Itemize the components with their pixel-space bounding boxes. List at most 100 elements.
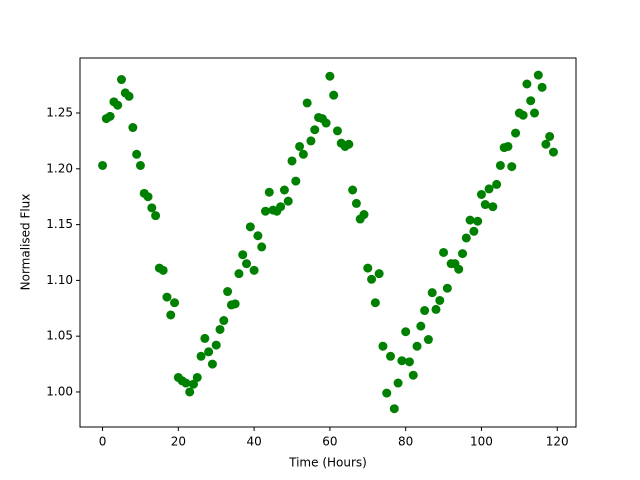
- data-point: [295, 141, 305, 151]
- data-point: [370, 298, 380, 308]
- data-point: [245, 222, 255, 232]
- plot-frame: [79, 57, 577, 428]
- data-point: [404, 357, 414, 367]
- data-point: [158, 265, 168, 275]
- data-point: [427, 288, 437, 298]
- data-point: [223, 287, 233, 297]
- y-axis-label: Normalised Flux: [19, 194, 33, 291]
- data-point: [363, 263, 373, 273]
- data-point: [439, 247, 449, 257]
- x-tick-label: 0: [99, 435, 107, 449]
- y-tick-label: 1.00: [46, 384, 73, 398]
- data-point: [98, 160, 108, 170]
- data-point: [344, 139, 354, 149]
- data-point: [393, 378, 403, 388]
- data-point: [143, 192, 153, 202]
- data-point: [416, 321, 426, 331]
- x-tick-label: 60: [322, 435, 337, 449]
- data-point: [264, 187, 274, 197]
- data-point: [386, 351, 396, 361]
- data-point: [465, 215, 475, 225]
- x-tick-label: 120: [546, 435, 569, 449]
- data-point: [298, 149, 308, 159]
- data-point: [533, 70, 543, 80]
- data-point: [151, 211, 161, 221]
- y-tick-label: 1.15: [46, 217, 73, 231]
- data-point: [435, 295, 445, 305]
- data-point: [200, 333, 210, 343]
- data-point: [351, 198, 361, 208]
- data-point: [302, 98, 312, 108]
- data-point: [166, 310, 176, 320]
- data-point: [442, 283, 452, 293]
- data-point: [401, 327, 411, 337]
- x-tick-label: 100: [470, 435, 493, 449]
- data-point: [473, 216, 483, 226]
- data-point: [507, 162, 517, 172]
- data-point: [204, 347, 214, 357]
- data-point: [219, 316, 229, 326]
- data-point: [359, 210, 369, 220]
- data-point: [234, 269, 244, 279]
- data-point: [518, 110, 528, 120]
- data-point: [215, 324, 225, 334]
- data-point: [476, 189, 486, 199]
- data-point: [495, 160, 505, 170]
- data-point: [185, 387, 195, 397]
- data-point: [530, 108, 540, 118]
- data-point: [135, 160, 145, 170]
- data-point: [276, 202, 286, 212]
- data-point: [367, 274, 377, 284]
- data-point: [321, 118, 331, 128]
- data-point: [397, 356, 407, 366]
- data-point: [488, 202, 498, 212]
- data-point: [548, 147, 558, 157]
- data-point: [382, 388, 392, 398]
- data-point: [389, 404, 399, 414]
- data-point: [325, 71, 335, 81]
- data-point: [162, 292, 172, 302]
- data-point: [408, 370, 418, 380]
- data-point: [374, 269, 384, 279]
- x-axis-label: Time (Hours): [288, 456, 367, 470]
- data-point: [348, 185, 358, 195]
- data-point: [105, 111, 115, 121]
- x-tick-label: 40: [246, 435, 261, 449]
- data-point: [511, 128, 521, 138]
- data-point: [291, 176, 301, 186]
- data-point: [420, 306, 430, 316]
- data-point: [332, 126, 342, 136]
- data-point: [196, 351, 206, 361]
- data-point: [287, 156, 297, 166]
- data-point: [279, 185, 289, 195]
- data-point: [522, 79, 532, 89]
- data-point: [480, 200, 490, 210]
- data-point: [253, 231, 263, 241]
- data-point: [454, 264, 464, 274]
- data-point: [188, 379, 198, 389]
- data-point: [116, 75, 126, 85]
- data-point: [306, 136, 316, 146]
- data-point: [113, 100, 123, 110]
- data-point: [181, 378, 191, 388]
- data-point: [192, 372, 202, 382]
- data-point: [469, 226, 479, 236]
- y-tick-label: 1.05: [46, 329, 73, 343]
- data-point: [242, 259, 252, 269]
- data-point: [412, 341, 422, 351]
- data-point: [283, 196, 293, 206]
- data-point: [310, 125, 320, 135]
- data-point: [378, 341, 388, 351]
- data-point: [503, 141, 513, 151]
- data-point: [458, 249, 468, 259]
- data-point: [526, 96, 536, 106]
- data-point: [537, 82, 547, 92]
- data-point: [132, 149, 142, 159]
- data-point: [545, 131, 555, 141]
- data-point: [147, 203, 157, 213]
- data-point: [329, 90, 339, 100]
- data-point: [461, 233, 471, 243]
- data-point: [484, 184, 494, 194]
- data-point: [230, 299, 240, 309]
- data-point: [541, 139, 551, 149]
